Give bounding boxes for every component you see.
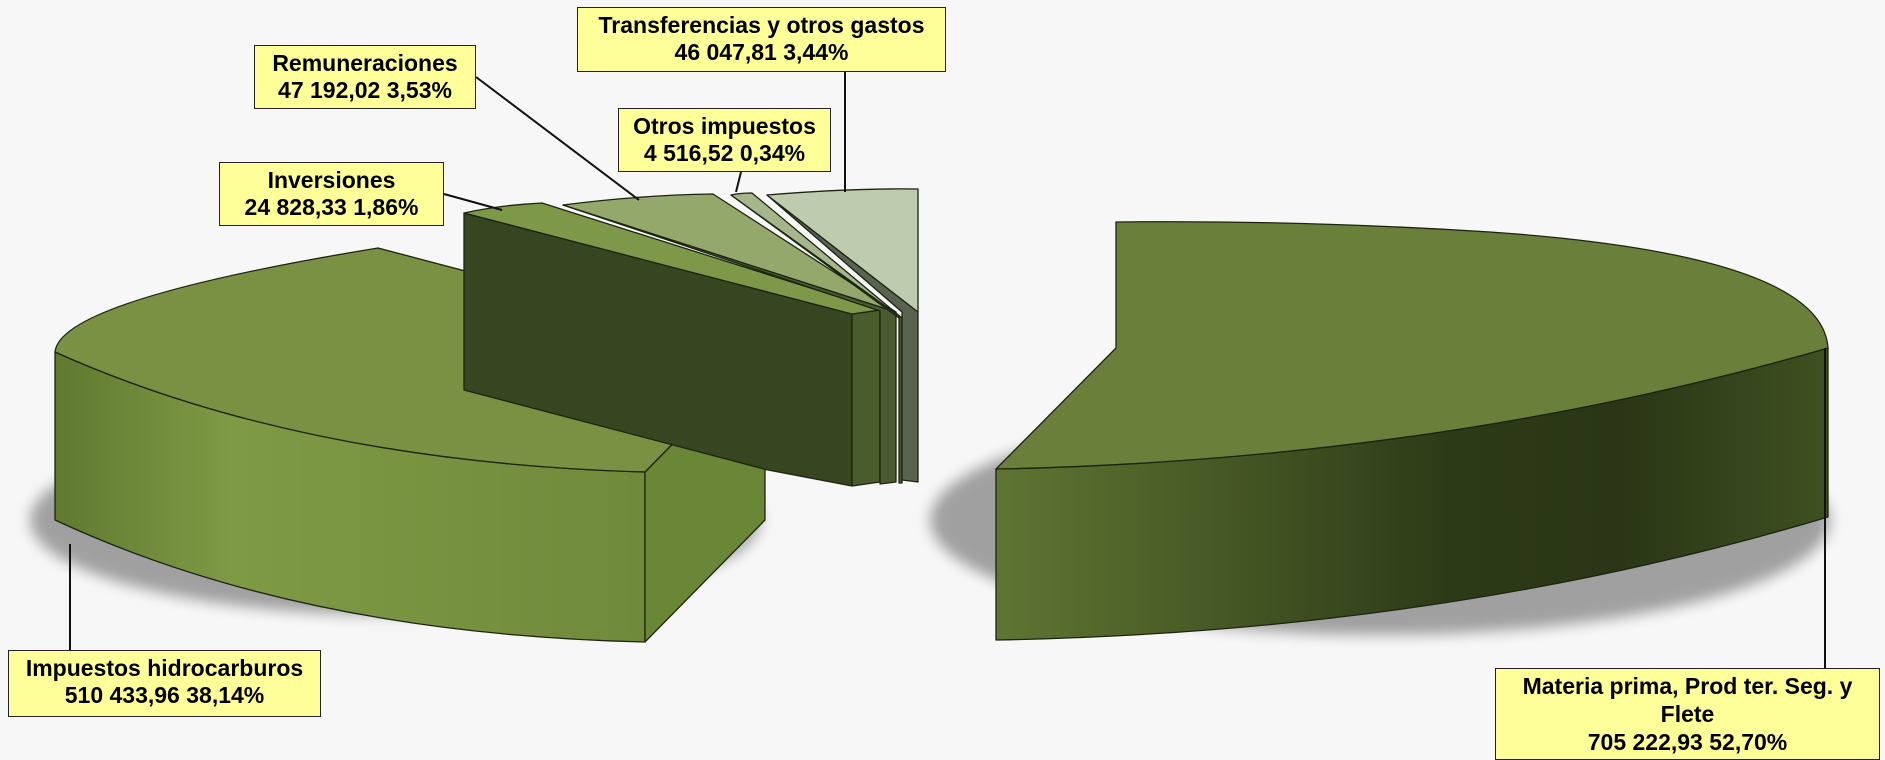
- callout-value: 47 192,02 3,53%: [278, 77, 452, 103]
- slice-remuneraciones-top: [562, 193, 897, 313]
- callout-value: 510 433,96 38,14%: [64, 682, 265, 708]
- slice-inversiones-top: [463, 202, 881, 315]
- callout-label: Impuestos hidrocarburos: [25, 655, 304, 681]
- leader-lines: [69, 72, 1826, 668]
- callout-transferencias: Transferencias y otros gastos 46 047,81 …: [577, 7, 946, 72]
- callout-label: Materia prima, Prod ter. Seg. y Flete: [1522, 673, 1853, 727]
- callout-label: Otros impuestos: [633, 113, 816, 139]
- callout-impuestos-hidrocarburos: Impuestos hidrocarburos 510 433,96 38,14…: [8, 650, 321, 717]
- slice-transferencias-top: [766, 188, 919, 313]
- callout-remuneraciones: Remuneraciones 47 192,02 3,53%: [254, 45, 476, 109]
- callout-value: 705 222,93 52,70%: [1587, 729, 1788, 755]
- callout-inversiones: Inversiones 24 828,33 1,86%: [219, 162, 444, 226]
- callout-value: 46 047,81 3,44%: [674, 39, 849, 65]
- callout-label: Remuneraciones: [272, 50, 458, 76]
- slice-materia-prima-top: [995, 221, 1829, 470]
- callout-value: 4 516,52 0,34%: [643, 140, 806, 166]
- callout-label: Transferencias y otros gastos: [598, 12, 925, 38]
- callout-otros-impuestos: Otros impuestos 4 516,52 0,34%: [618, 108, 831, 172]
- callout-label: Inversiones: [267, 167, 396, 193]
- slice-inversiones-end: [851, 309, 881, 487]
- callout-value: 24 828,33 1,86%: [244, 194, 419, 220]
- callout-materia-prima: Materia prima, Prod ter. Seg. y Flete 70…: [1495, 668, 1880, 760]
- slice-otros-impuestos-top: [730, 192, 903, 319]
